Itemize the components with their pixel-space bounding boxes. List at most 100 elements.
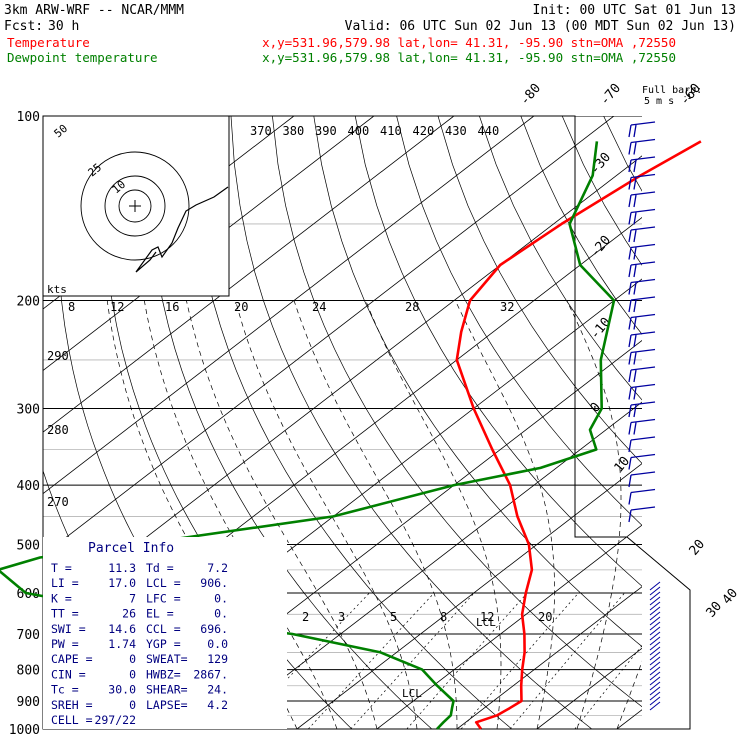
theta-label: 370 xyxy=(250,124,272,138)
isotherm--20 xyxy=(216,401,642,729)
pressure-tick-label: 400 xyxy=(17,479,40,494)
wind-barb-low xyxy=(649,596,661,606)
theta-label-low: 280 xyxy=(47,423,69,437)
isotherm-20 xyxy=(536,647,642,729)
wind-barb-shaft xyxy=(630,366,656,371)
temperature-info: x,y=531.96,579.98 lat,lon= 41.31, -95.90… xyxy=(262,35,676,50)
hodograph-units: kts xyxy=(47,283,67,296)
theta-label: 420 xyxy=(413,124,435,138)
pressure-tick-label: 300 xyxy=(17,402,40,417)
wind-barb-shaft xyxy=(630,506,656,511)
isotherm-label: -30 xyxy=(588,150,615,178)
parcel-info-cell: CCL = xyxy=(146,622,181,636)
moist-adiabat-0 xyxy=(186,300,378,729)
wind-barb-low xyxy=(649,656,661,666)
wind-barb-feather xyxy=(628,439,632,453)
moist-adiabat-20 xyxy=(454,300,555,729)
wind-barb-shaft xyxy=(630,296,656,301)
init-time: Init: 00 UTC Sat 01 Jun 13 xyxy=(533,3,737,18)
hodograph-speed-label: 16 xyxy=(165,300,179,314)
mixing-ratio-label: 5 xyxy=(390,610,397,624)
wind-barb-feather xyxy=(633,422,637,435)
temperature-line xyxy=(455,140,702,730)
wind-barb-feather xyxy=(628,317,632,330)
dry-adiabat-320 xyxy=(313,116,642,647)
wind-barb-feather xyxy=(628,177,632,190)
hodograph-speed-label: 8 xyxy=(68,300,75,314)
wind-barb-low xyxy=(649,671,661,681)
moist-adiabat-35 xyxy=(657,301,740,730)
dry-adiabat-340 xyxy=(396,116,642,526)
wind-barb-feather xyxy=(633,404,637,418)
pressure-tick-label: 900 xyxy=(17,695,40,710)
wind-barb-feather xyxy=(628,212,632,225)
isotherm-40 xyxy=(697,116,740,729)
wind-barb-feather xyxy=(628,492,632,505)
dry-adiabat-290 xyxy=(189,116,513,729)
theta-label: 380 xyxy=(283,124,305,138)
dry-adiabat-360 xyxy=(479,116,642,401)
moist-adiabat-5 xyxy=(235,300,418,729)
wind-barb-low xyxy=(649,686,661,696)
hodograph-ring-2 xyxy=(118,189,152,223)
parcel-info-cell: CELL = xyxy=(51,713,93,727)
parcel-info-cell: HWBZ= xyxy=(146,667,181,681)
wind-barb-low xyxy=(649,681,661,691)
parcel-info-cell: 1.74 xyxy=(108,637,136,651)
wind-barb-feather xyxy=(633,387,637,400)
wind-barb-feather xyxy=(628,264,632,278)
valid-time: Valid: 06 UTC Sun 02 Jun 13 (00 MDT Sun … xyxy=(345,19,736,34)
pressure-tick-label: 800 xyxy=(17,664,40,679)
parcel-info-cell: 17.0 xyxy=(108,576,136,590)
wind-barb-feather xyxy=(633,229,637,243)
parcel-info-cell: CIN = xyxy=(51,667,86,681)
wind-barb-feather xyxy=(633,264,637,278)
pressure-tick-label: 200 xyxy=(17,295,40,310)
wind-barb-feather xyxy=(628,334,632,348)
parcel-info-cell: 7 xyxy=(129,591,136,605)
parcel-info-cell: LFC = xyxy=(146,591,181,605)
barb-legend-exponent: -1 xyxy=(683,93,691,101)
model-title: 3km ARW-WRF -- NCAR/MMM xyxy=(4,3,184,18)
parcel-info-cell: TT = xyxy=(51,607,79,621)
wind-barb-low xyxy=(649,611,661,621)
dewpoint-info: x,y=531.96,579.98 lat,lon= 41.31, -95.90… xyxy=(262,50,676,65)
wind-barb-low xyxy=(649,626,661,636)
parcel-info-cell: 0.0 xyxy=(207,637,228,651)
wind-barb-shaft xyxy=(630,156,656,161)
isotherm-label: 30 xyxy=(704,599,726,621)
wind-barb-shaft xyxy=(630,191,656,196)
lcl-marker: LCL xyxy=(402,687,422,700)
wind-barb-low xyxy=(649,696,661,706)
mixing-ratio-20 xyxy=(574,645,642,729)
wind-barbs xyxy=(628,121,661,711)
wind-barb-feather xyxy=(633,352,637,365)
mixing-ratio-label: 3 xyxy=(338,610,345,624)
wind-barb-feather xyxy=(633,282,637,295)
wind-barb-feather xyxy=(628,247,632,260)
wind-barb-feather xyxy=(628,194,632,208)
pressure-tick-label: 700 xyxy=(17,628,40,643)
dry-adiabat-300 xyxy=(230,116,593,729)
wind-barb-low xyxy=(649,636,661,646)
wind-barb-feather xyxy=(628,142,632,155)
parcel-info-cell: T = xyxy=(51,561,72,575)
isotherm-label: -80 xyxy=(517,81,544,109)
isotherm-10 xyxy=(456,586,642,729)
temperature-label: Temperature xyxy=(7,35,90,50)
wind-barb-feather xyxy=(628,457,632,470)
wind-barb-feather xyxy=(628,124,632,138)
moist-adiabat-15 xyxy=(365,300,502,729)
wind-barb-feather xyxy=(633,159,637,173)
wind-barb-shaft xyxy=(630,331,656,336)
parcel-info-cell: 696. xyxy=(200,622,228,636)
mixing-ratio-1 xyxy=(239,592,370,729)
wind-barb-low xyxy=(649,676,661,686)
theta-label: 410 xyxy=(380,124,402,138)
parcel-info-cell: LCL = xyxy=(146,576,181,590)
wind-barb-low xyxy=(649,651,661,661)
hodograph-speed-label: 12 xyxy=(110,300,124,314)
wind-barb-feather xyxy=(633,334,637,348)
isotherm-0 xyxy=(376,524,642,729)
